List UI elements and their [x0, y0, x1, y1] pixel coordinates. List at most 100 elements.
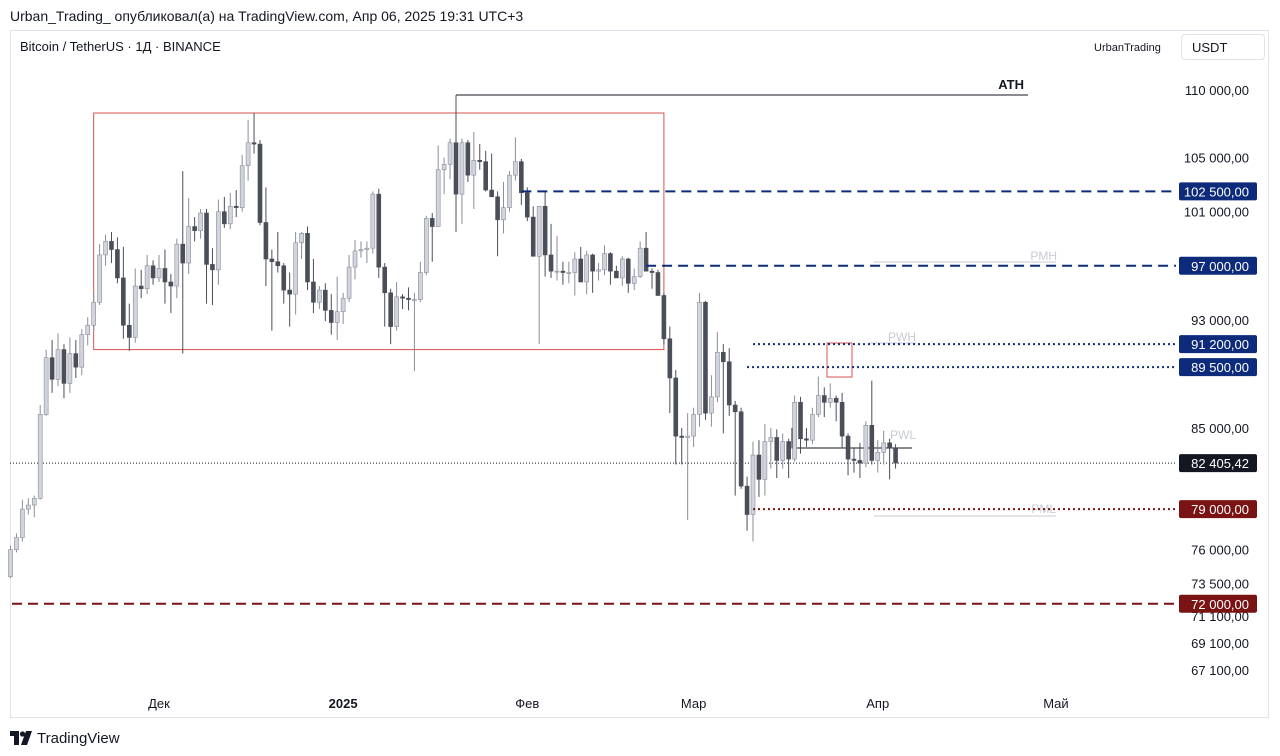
y-tick-label: 69 100,00 — [1191, 636, 1249, 651]
level-price-tag — [1179, 182, 1257, 201]
candle-body — [20, 508, 25, 538]
candle-body — [394, 296, 399, 327]
author-label[interactable]: UrbanTrading — [1094, 42, 1161, 54]
candle-body — [305, 233, 310, 283]
candle-body — [869, 424, 875, 461]
candle-body — [833, 397, 839, 403]
pwh-label: PWH — [888, 330, 916, 344]
candle-body — [845, 435, 851, 460]
candle-body — [317, 289, 322, 303]
candle-body — [227, 205, 233, 225]
ath-label: ATH — [998, 77, 1024, 92]
candle-body — [245, 142, 251, 167]
candle-body — [536, 205, 542, 257]
candle-body — [382, 266, 388, 294]
candle-body — [839, 402, 845, 437]
candle-body — [477, 160, 483, 162]
candle-body — [750, 454, 756, 515]
candle-body — [519, 161, 524, 194]
candle-body — [233, 205, 239, 208]
current-price-label: 82 405,42 — [1191, 456, 1249, 471]
candle-body — [566, 272, 572, 274]
y-tick-label: 76 000,00 — [1191, 543, 1249, 558]
pwl-label: PWL — [890, 428, 916, 442]
candle-body — [103, 241, 108, 256]
candle-body — [667, 338, 673, 379]
candle-body — [661, 295, 667, 340]
y-tick-label: 67 100,00 — [1191, 663, 1249, 678]
candle-body — [67, 353, 73, 384]
candle-body — [370, 193, 376, 249]
x-tick-label: 2025 — [329, 696, 358, 711]
candle-body — [821, 395, 827, 403]
candle-body — [720, 351, 726, 363]
candle-body — [572, 258, 578, 273]
candle-body — [192, 226, 197, 231]
candle-body — [281, 265, 287, 291]
candle-body — [334, 311, 340, 323]
candle-body — [263, 222, 269, 260]
candle-body — [691, 414, 696, 437]
level-price-label: 72 000,00 — [1191, 597, 1249, 612]
candle-body — [798, 402, 803, 440]
candle-body — [26, 504, 31, 510]
candle-body — [810, 414, 815, 441]
candle-body — [109, 241, 114, 250]
candle-body — [55, 349, 61, 380]
candle-body — [655, 272, 661, 296]
tradingview-logo[interactable]: TradingView — [10, 728, 120, 748]
candle-body — [79, 334, 85, 368]
candle-body — [423, 218, 429, 273]
candle-body — [548, 254, 554, 272]
footer-brand: TradingView — [37, 729, 120, 747]
candle-body — [127, 324, 132, 338]
candle-body — [37, 414, 43, 499]
candle-body — [851, 458, 857, 461]
symbol-title[interactable]: Bitcoin / TetherUS · 1Д · BINANCE — [20, 39, 221, 54]
candle-body — [186, 226, 191, 264]
candle-body — [251, 142, 257, 145]
candle-body — [625, 258, 631, 284]
candle-body — [132, 285, 138, 338]
candle-body — [358, 249, 364, 252]
candle-body — [608, 253, 613, 272]
candle-body — [602, 253, 607, 271]
candle-body — [376, 193, 382, 268]
candle-body — [780, 441, 786, 461]
candle-body — [685, 435, 690, 438]
candle-body — [31, 497, 37, 506]
candle-body — [715, 351, 720, 398]
candle-body — [524, 192, 530, 218]
candle-body — [257, 143, 263, 223]
candle-body — [180, 243, 186, 264]
level-price-tag — [1179, 594, 1257, 613]
candle-body — [400, 296, 405, 299]
candle-body — [614, 270, 619, 279]
candle-body — [340, 297, 346, 313]
candle-body — [299, 233, 304, 244]
level-price-tag — [1179, 256, 1257, 275]
candle-body — [709, 396, 714, 414]
candle-body — [406, 297, 411, 300]
x-tick-label: Дек — [148, 696, 170, 711]
candle-body — [49, 357, 55, 380]
candle-body — [91, 301, 96, 326]
level-price-tag — [1179, 358, 1257, 377]
candle-body — [804, 438, 809, 441]
candle-body — [732, 404, 738, 413]
candle-body — [412, 299, 417, 301]
candle-body — [578, 258, 584, 283]
candle-body — [465, 142, 471, 176]
y-tick-label: 73 500,00 — [1191, 576, 1249, 591]
currency-button[interactable]: USDT — [1181, 34, 1265, 60]
candle-body — [643, 247, 649, 272]
candle-body — [346, 266, 352, 299]
candle-body — [673, 377, 679, 437]
candle-body — [816, 395, 821, 415]
y-tick-label: 85 000,00 — [1191, 421, 1249, 436]
candle-body — [560, 270, 566, 273]
candle-body — [489, 189, 494, 198]
candle-body — [14, 537, 19, 550]
candle-body — [703, 301, 708, 414]
